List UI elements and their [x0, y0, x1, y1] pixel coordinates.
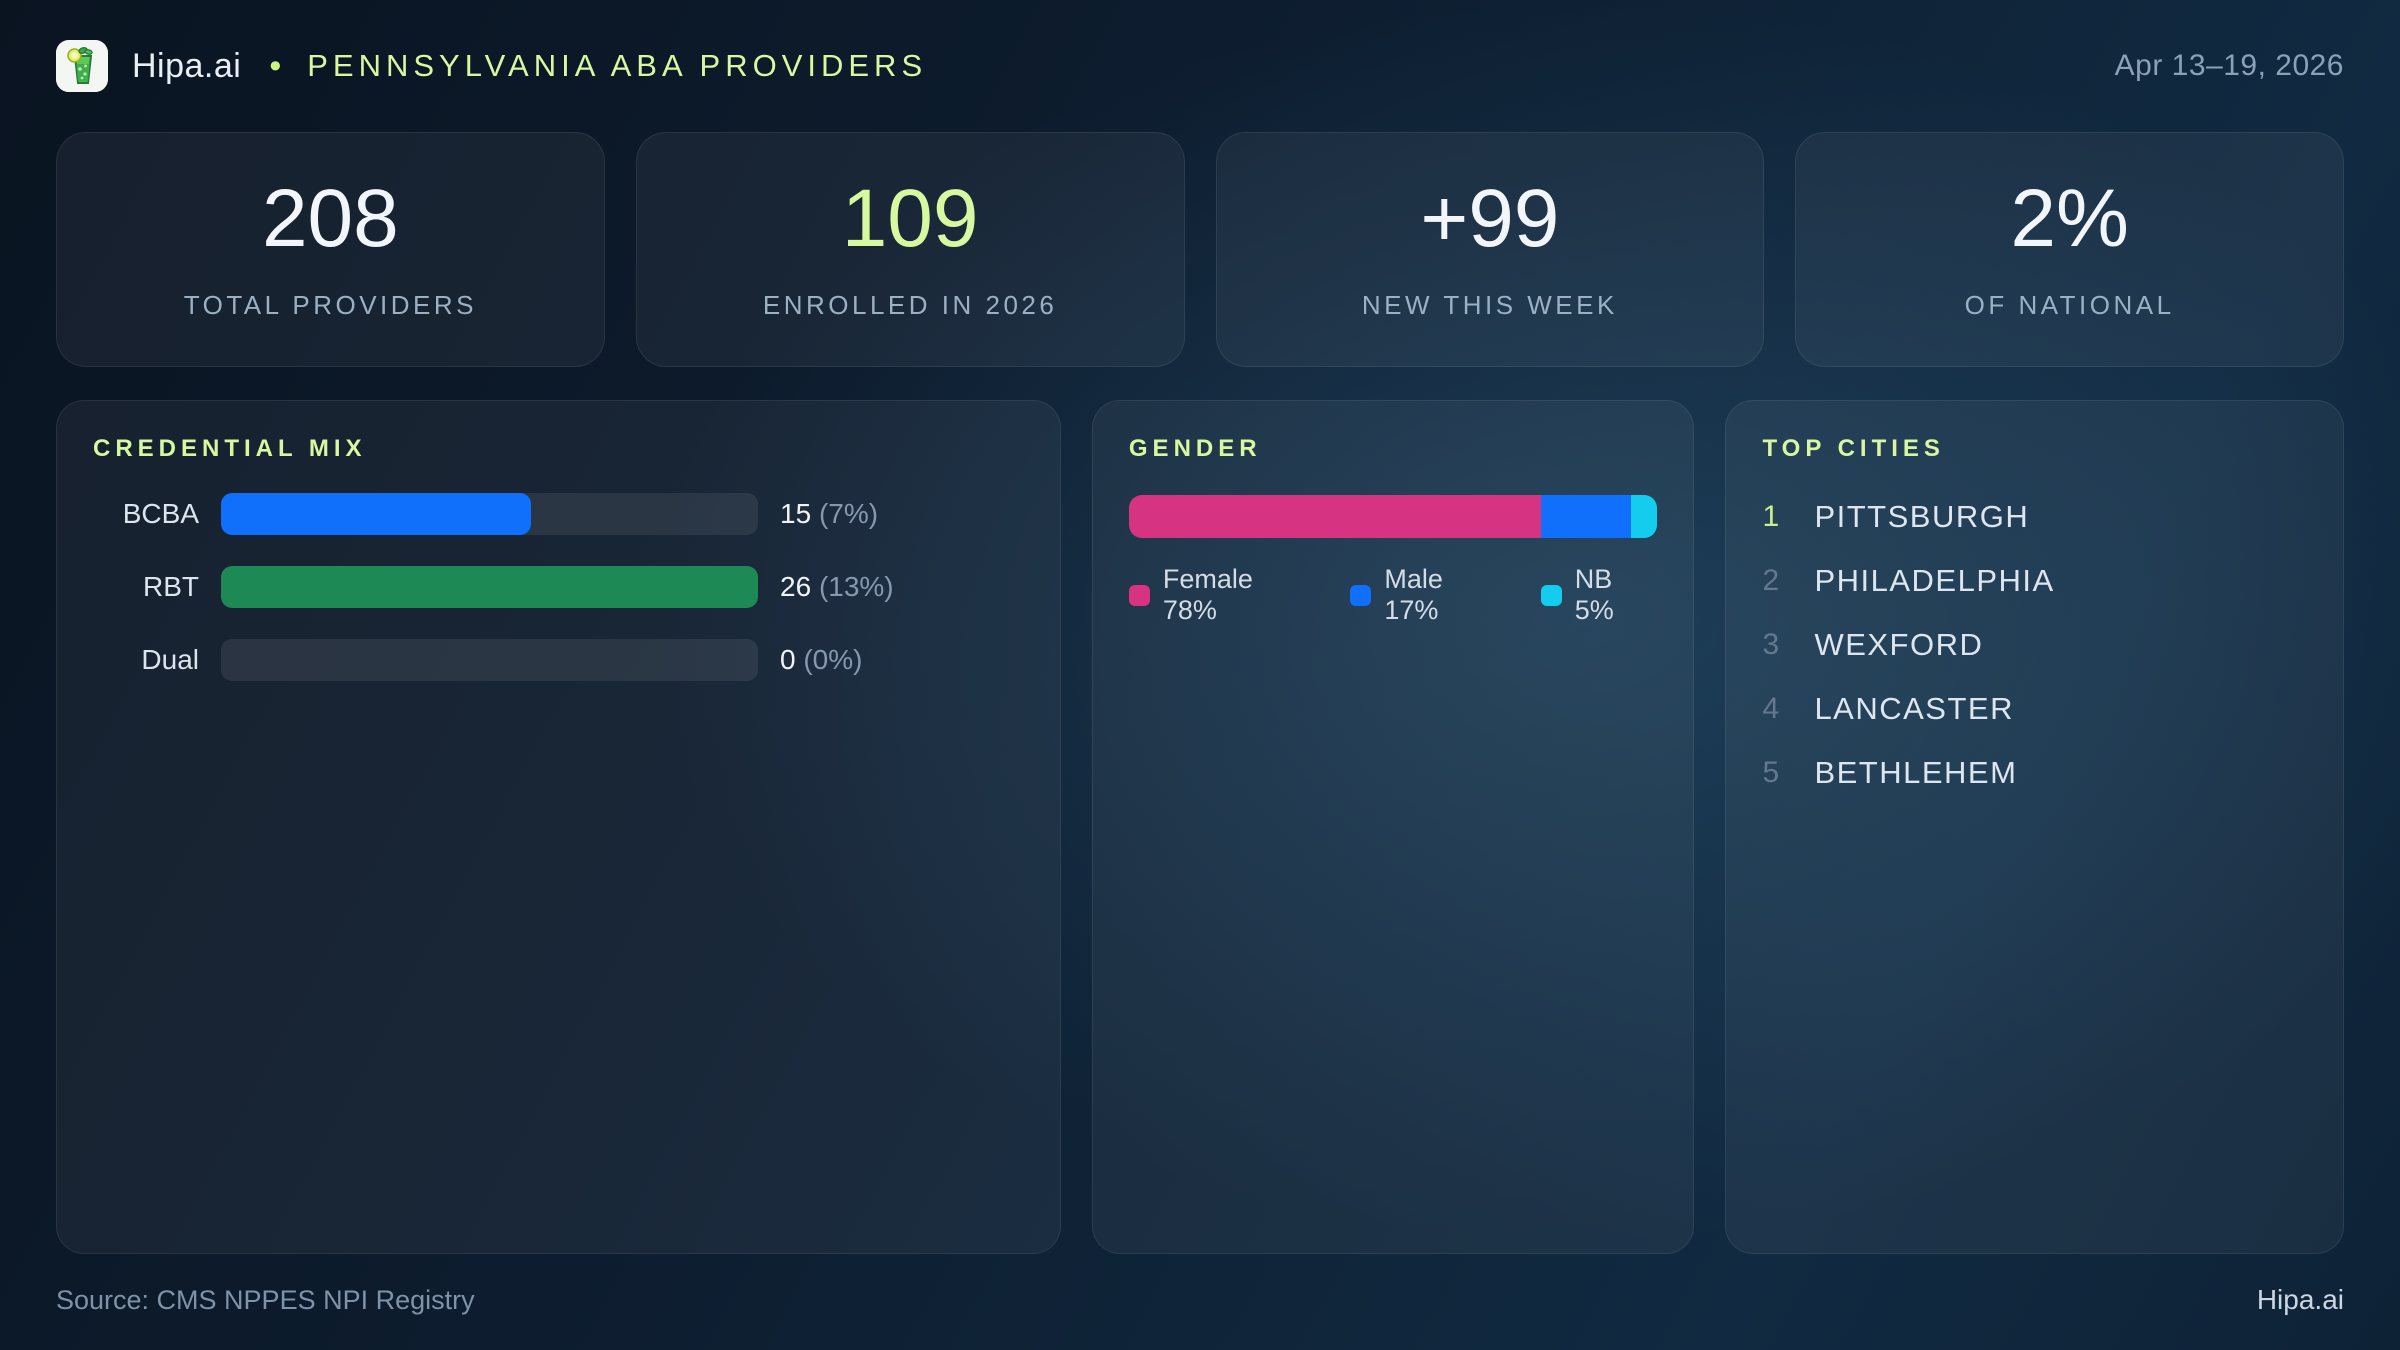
legend-swatch-male	[1350, 584, 1372, 606]
stat-cards-row: 208 TOTAL PROVIDERS 109 ENROLLED IN 2026…	[56, 132, 2344, 367]
city-name: PHILADELPHIA	[1814, 563, 2055, 598]
brand-name: Hipa.ai	[132, 46, 242, 85]
bar-percent: (0%)	[803, 644, 863, 675]
gender-segment-nb	[1631, 495, 1658, 538]
bar-track	[221, 566, 758, 608]
separator-dot: •	[269, 46, 282, 85]
legend-label: NB 5%	[1574, 564, 1614, 625]
credential-mix-title: CREDENTIAL MIX	[93, 435, 367, 462]
bar-value: 15 (7%)	[780, 498, 878, 530]
city-name: PITTSBURGH	[1814, 499, 2030, 534]
legend-item-nb: NB 5%	[1540, 564, 1658, 626]
header: Hipa.ai • PENNSYLVANIA ABA PROVIDERS Apr…	[56, 0, 2344, 132]
city-row: 3 WEXFORD	[1762, 613, 2307, 677]
bar-value: 0 (0%)	[780, 644, 862, 676]
gender-segment-male	[1541, 495, 1631, 538]
footer-brand: Hipa.ai	[2256, 1284, 2344, 1315]
hipa-logo	[56, 40, 108, 92]
bar-percent: (7%)	[818, 498, 879, 529]
city-list: 1 PITTSBURGH 2 PHILADELPHIA 3 WEXFORD 4 …	[1762, 485, 2307, 805]
bar-value: 26 (13%)	[780, 571, 894, 603]
bar-percent: (13%)	[818, 571, 894, 602]
main-panels: CREDENTIAL MIX BCBA 15 (7%) RBT 26 (13%)	[56, 400, 2344, 1254]
city-row: 5 BETHLEHEM	[1762, 741, 2307, 805]
stat-card-of-national: 2% OF NATIONAL	[1795, 132, 2344, 367]
top-cities-panel: TOP CITIES 1 PITTSBURGH 2 PHILADELPHIA 3…	[1725, 400, 2344, 1254]
city-rank: 2	[1762, 564, 1780, 597]
legend-swatch-nb	[1540, 584, 1562, 606]
legend-swatch-female	[1128, 584, 1150, 606]
top-cities-title: TOP CITIES	[1762, 435, 1945, 462]
bar-count: 15	[780, 498, 812, 529]
city-row: 4 LANCASTER	[1762, 677, 2307, 741]
bar-count: 0	[780, 644, 796, 675]
credential-row-bcba: BCBA 15 (7%)	[93, 493, 1024, 535]
city-rank: 1	[1762, 500, 1780, 533]
legend-item-female: Female 78%	[1128, 564, 1312, 626]
credential-row-rbt: RBT 26 (13%)	[93, 566, 1024, 608]
legend-label: Male 17%	[1384, 564, 1443, 625]
city-row: 1 PITTSBURGH	[1762, 485, 2307, 549]
city-row: 2 PHILADELPHIA	[1762, 549, 2307, 613]
bar-fill	[221, 566, 758, 608]
stat-card-total-providers: 208 TOTAL PROVIDERS	[56, 132, 605, 367]
gender-title: GENDER	[1128, 435, 1262, 462]
stat-value: 208	[261, 173, 399, 264]
bar-label: RBT	[143, 571, 199, 602]
stat-label: NEW THIS WEEK	[1361, 290, 1618, 320]
bar-track	[221, 639, 758, 681]
stat-label: OF NATIONAL	[1964, 290, 2175, 320]
credential-mix-panel: CREDENTIAL MIX BCBA 15 (7%) RBT 26 (13%)	[56, 400, 1061, 1254]
credential-bars: BCBA 15 (7%) RBT 26 (13%) Dual	[93, 493, 1024, 681]
city-name: LANCASTER	[1814, 691, 2014, 726]
stat-label: TOTAL PROVIDERS	[183, 290, 478, 320]
city-rank: 5	[1762, 756, 1780, 789]
city-name: WEXFORD	[1814, 627, 1984, 662]
city-rank: 3	[1762, 628, 1780, 661]
legend-label: Female 78%	[1162, 564, 1253, 625]
gender-legend: Female 78% Male 17% NB 5%	[1128, 564, 1658, 626]
gender-panel: GENDER Female 78% Male 17% NB 5%	[1091, 400, 1695, 1254]
stat-label: ENROLLED IN 2026	[762, 290, 1058, 320]
stat-card-new-this-week: +99 NEW THIS WEEK	[1215, 132, 1765, 367]
stat-value: 109	[841, 173, 979, 264]
bar-count: 26	[780, 571, 812, 602]
bar-fill	[221, 493, 531, 535]
stat-value: 2%	[2010, 173, 2129, 264]
city-rank: 4	[1762, 692, 1780, 725]
page-title: PENNSYLVANIA ABA PROVIDERS	[307, 48, 928, 83]
bar-label: BCBA	[122, 498, 199, 529]
bar-label: Dual	[141, 644, 199, 675]
footer: Source: CMS NPPES NPI Registry Hipa.ai	[56, 1254, 2344, 1350]
legend-item-male: Male 17%	[1350, 564, 1502, 626]
stat-card-enrolled: 109 ENROLLED IN 2026	[635, 132, 1185, 367]
mojito-drink-icon	[56, 40, 108, 92]
city-name: BETHLEHEM	[1814, 755, 2018, 790]
credential-row-dual: Dual 0 (0%)	[93, 639, 1024, 681]
gender-segment-female	[1128, 495, 1542, 538]
gender-stacked-bar	[1128, 495, 1658, 538]
bar-track	[221, 493, 758, 535]
date-range: Apr 13–19, 2026	[2114, 49, 2344, 82]
stat-value: +99	[1420, 173, 1560, 264]
source-note: Source: CMS NPPES NPI Registry	[56, 1284, 475, 1315]
